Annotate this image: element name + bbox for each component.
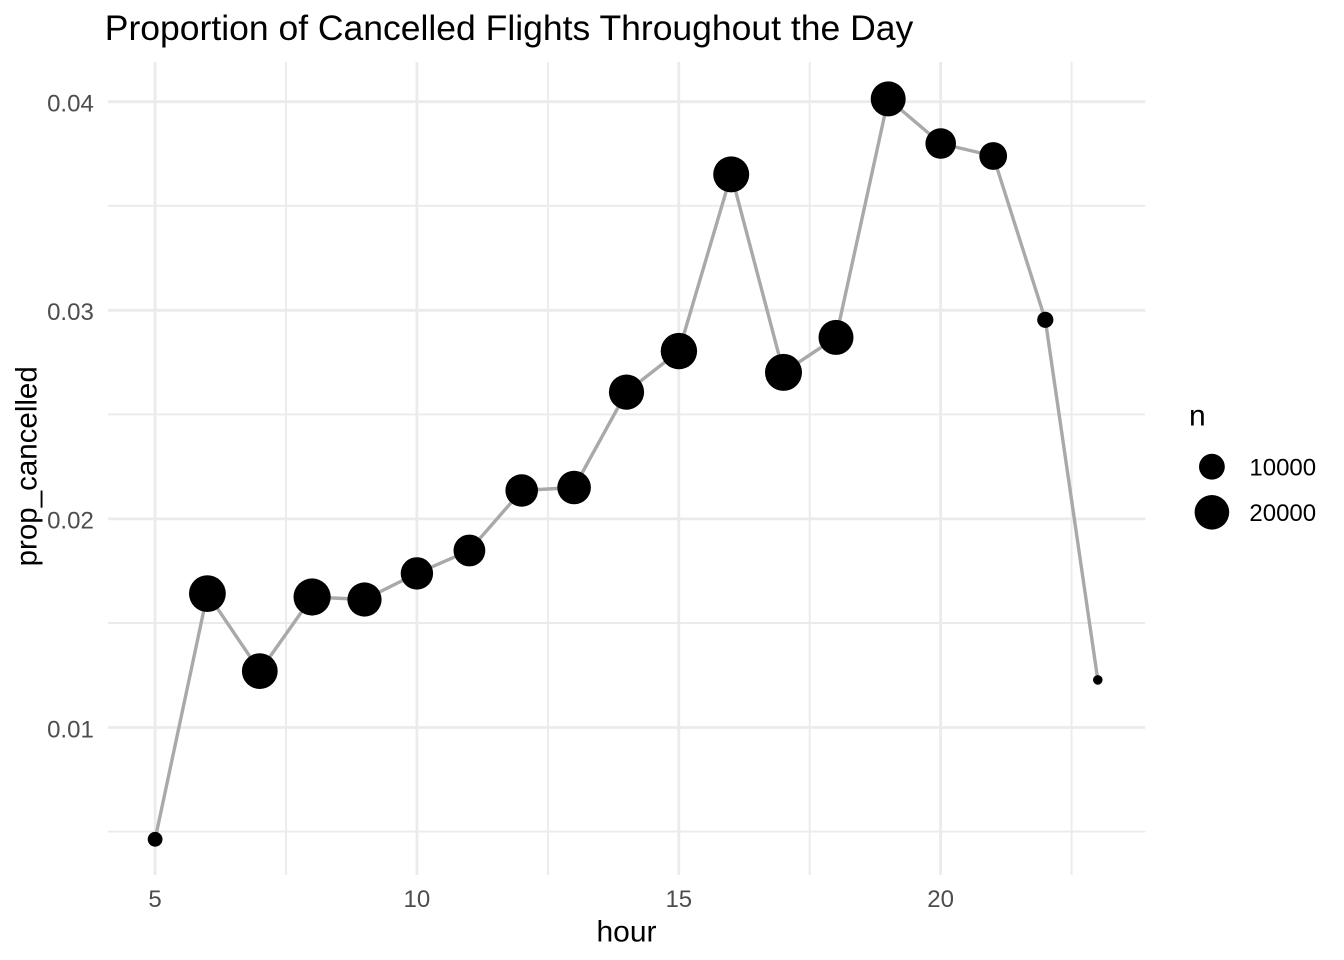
svg-text:0.03: 0.03 xyxy=(47,299,94,326)
svg-text:Proportion of Cancelled Flight: Proportion of Cancelled Flights Througho… xyxy=(105,8,914,48)
svg-text:0.04: 0.04 xyxy=(47,91,94,118)
svg-text:0.01: 0.01 xyxy=(47,716,94,743)
svg-text:10000: 10000 xyxy=(1249,455,1316,482)
svg-text:20: 20 xyxy=(927,886,954,913)
svg-text:n: n xyxy=(1189,400,1206,433)
svg-text:15: 15 xyxy=(665,886,692,913)
svg-text:0.02: 0.02 xyxy=(47,508,94,535)
svg-text:prop_cancelled: prop_cancelled xyxy=(11,366,44,566)
svg-text:10: 10 xyxy=(404,886,431,913)
svg-text:20000: 20000 xyxy=(1249,500,1316,527)
svg-text:hour: hour xyxy=(596,915,656,948)
svg-text:5: 5 xyxy=(148,886,161,913)
